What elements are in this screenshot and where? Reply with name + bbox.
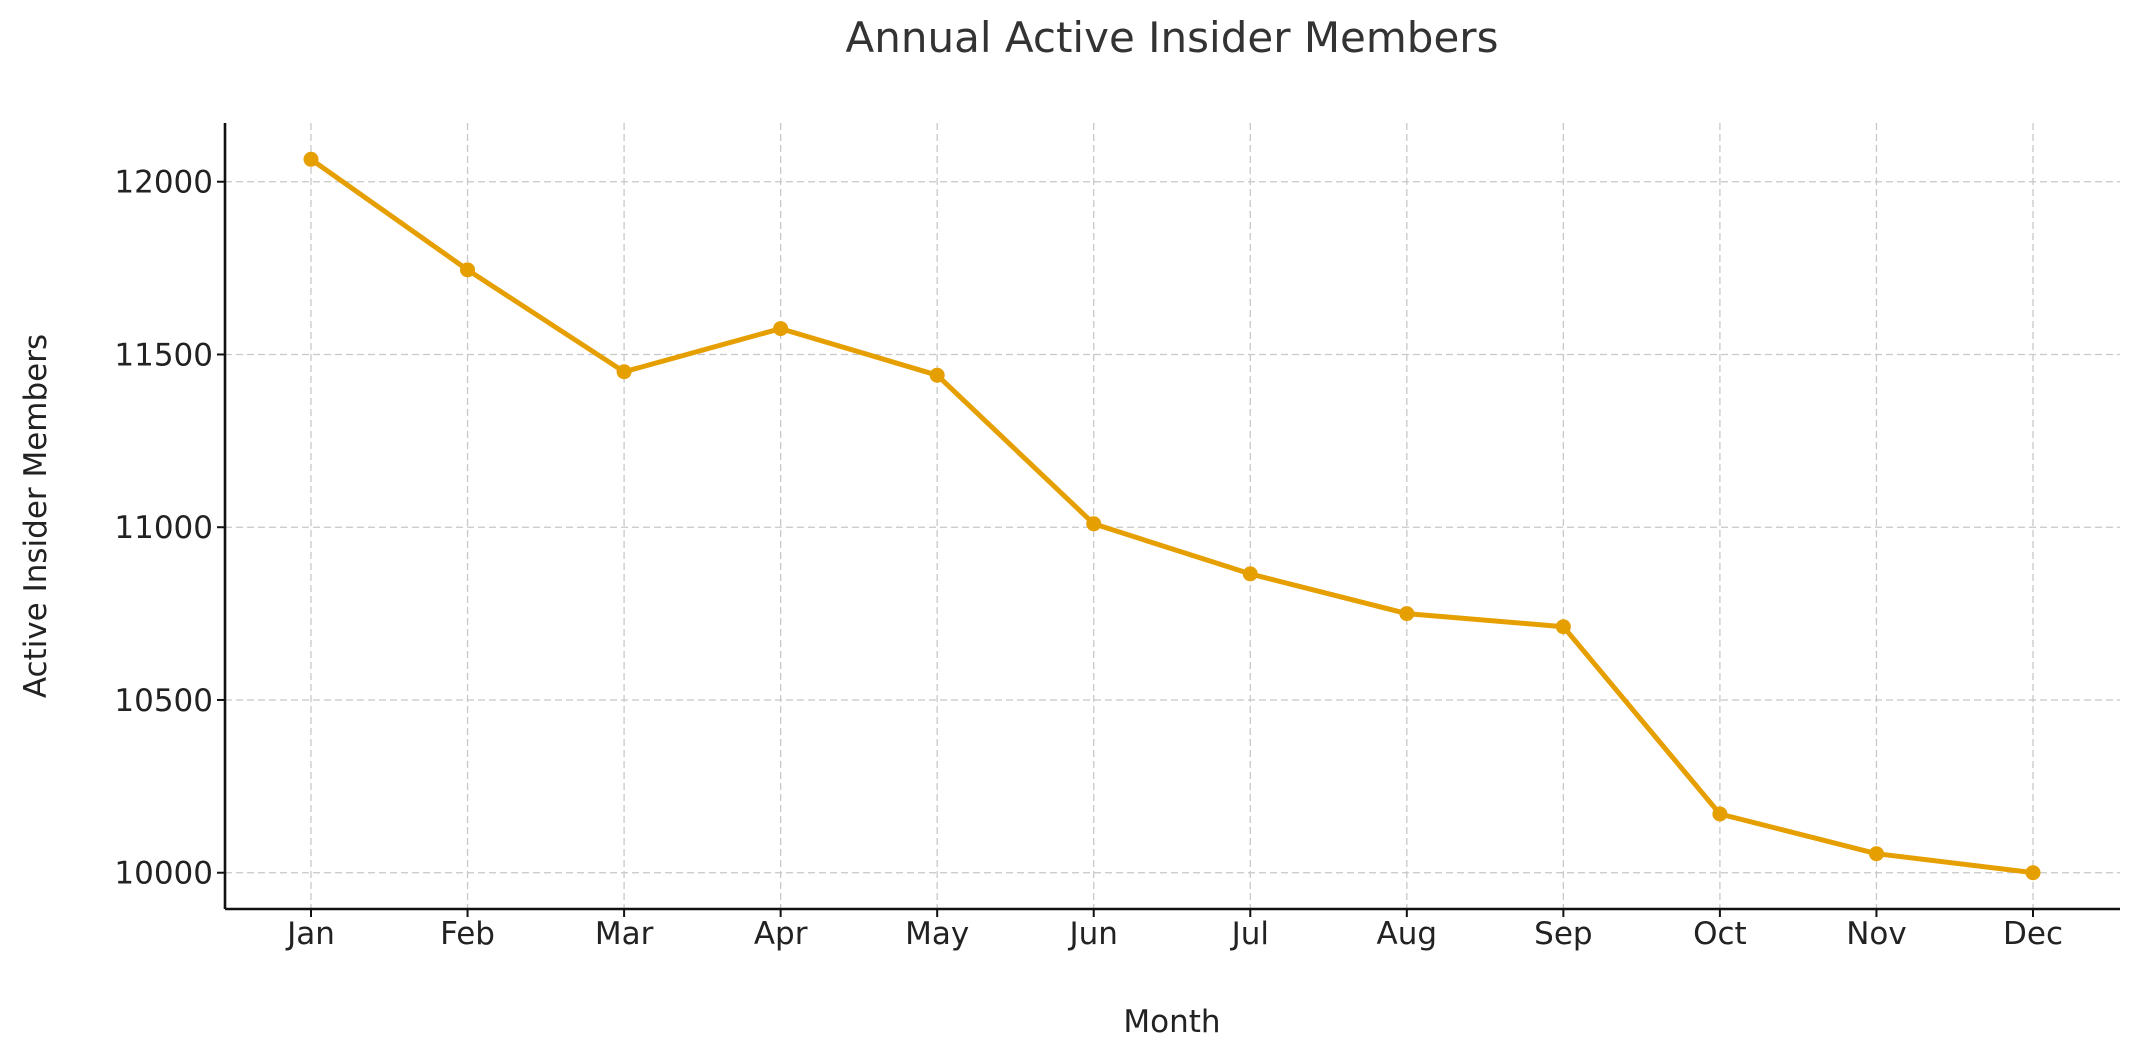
series-line xyxy=(308,156,2036,876)
x-tick-label: Jul xyxy=(1230,916,1269,952)
x-tick-label: Mar xyxy=(595,916,654,952)
data-point xyxy=(616,364,632,380)
x-tick-label: Sep xyxy=(1534,916,1592,952)
y-tick-label: 12000 xyxy=(114,165,213,201)
data-point xyxy=(1555,619,1571,635)
data-point xyxy=(460,262,476,278)
data-point xyxy=(929,367,945,383)
data-point xyxy=(1868,846,1884,862)
data-point xyxy=(773,321,789,337)
x-tick-label: Nov xyxy=(1846,916,1907,952)
chart-title: Annual Active Insider Members xyxy=(846,13,1499,62)
x-tick-label: Jun xyxy=(1068,916,1118,952)
grid xyxy=(225,123,2120,909)
series xyxy=(303,151,2041,881)
y-tick-label: 11500 xyxy=(114,337,213,373)
x-tick-label: Dec xyxy=(2003,916,2063,952)
axes xyxy=(223,123,2120,911)
data-point xyxy=(1086,516,1102,532)
y-tick-label: 11000 xyxy=(114,510,213,546)
y-tick-label: 10000 xyxy=(114,856,213,892)
data-point xyxy=(1399,606,1415,622)
ticks: Jan Feb Mar Apr May Jun Jul Aug Sep Oct Nov Dec 1000… xyxy=(114,165,2063,952)
x-tick-label: Feb xyxy=(440,916,495,952)
x-tick-label: May xyxy=(905,916,969,952)
x-tick-label: Aug xyxy=(1377,916,1438,952)
y-axis-label: Active Insider Members xyxy=(18,334,54,698)
data-point xyxy=(303,151,319,167)
x-tick-label: Oct xyxy=(1693,916,1747,952)
y-tick-label: 10500 xyxy=(114,683,213,719)
x-tick-label: Apr xyxy=(754,916,808,952)
data-point xyxy=(1242,566,1258,582)
data-point xyxy=(1712,806,1728,822)
x-tick-label: Jan xyxy=(285,916,335,952)
data-point xyxy=(2025,865,2041,881)
x-axis-label: Month xyxy=(1123,1004,1220,1040)
